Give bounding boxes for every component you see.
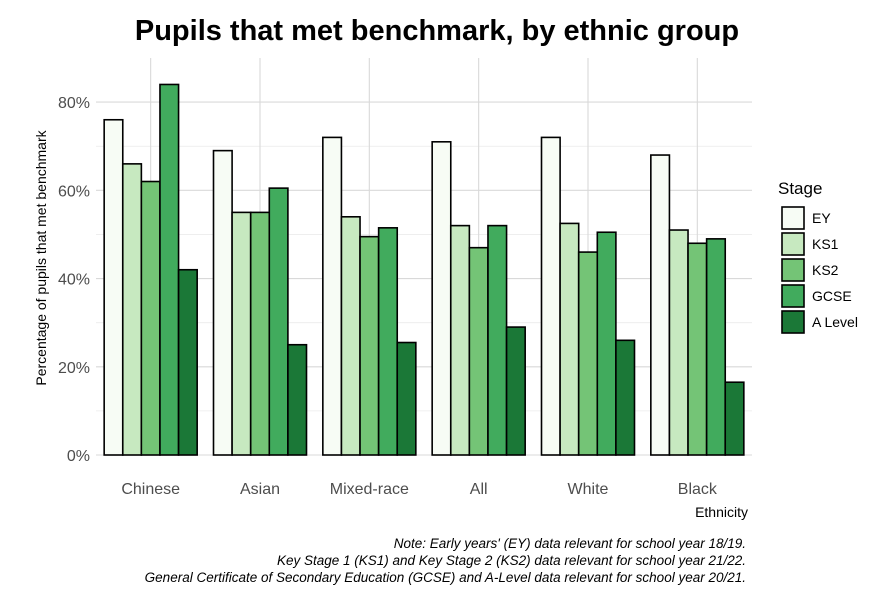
bar-black-gcse — [705, 238, 727, 456]
bar-asian-ey — [212, 149, 233, 456]
bar-asian-ks2 — [249, 211, 271, 456]
x-tick-label: White — [568, 481, 609, 498]
bar-mixed-race-ey — [322, 136, 343, 456]
bar-mixed-race-a-level — [396, 341, 417, 456]
bar-asian-gcse — [268, 187, 289, 456]
legend-key-ey — [781, 206, 805, 230]
bar-black-ks2 — [687, 242, 708, 456]
x-axis-ticks: Chinese Asian Mixed-race All White Black — [121, 481, 718, 498]
bar-chinese-a-level — [177, 268, 198, 456]
y-tick-label: 0% — [67, 448, 90, 465]
legend-label: GCSE — [812, 288, 852, 304]
bar-white-a-level — [615, 339, 636, 456]
y-tick-label: 60% — [58, 183, 90, 200]
bars — [103, 83, 745, 456]
bar-all-ks1 — [449, 224, 471, 456]
y-tick-label: 40% — [58, 272, 90, 289]
bar-all-ey — [431, 141, 452, 456]
y-tick-label: 80% — [58, 95, 90, 112]
legend-title: Stage — [778, 179, 822, 198]
x-tick-label: Black — [678, 481, 718, 498]
bar-all-a-level — [505, 326, 526, 456]
bar-white-ey — [540, 136, 561, 456]
bar-asian-ks1 — [231, 211, 252, 456]
bar-white-gcse — [596, 231, 617, 456]
bar-chinese-gcse — [159, 83, 180, 456]
x-tick-label: Chinese — [121, 481, 180, 498]
bar-asian-a-level — [287, 343, 308, 456]
note-line-3: General Certificate of Secondary Educati… — [145, 570, 746, 585]
legend-label: EY — [812, 210, 831, 226]
legend-label: A Level — [812, 314, 858, 330]
x-axis-title: Ethnicity — [695, 504, 748, 520]
bar-chinese-ks2 — [140, 180, 161, 456]
legend-key-a-level — [781, 310, 805, 334]
y-axis-title: Percentage of pupils that met benchmark — [33, 129, 49, 385]
bar-white-ks1 — [559, 222, 580, 456]
bar-mixed-race-ks1 — [340, 216, 361, 456]
bar-black-ks1 — [668, 229, 689, 456]
bar-white-ks2 — [577, 251, 599, 456]
note-line-1: Note: Early years' (EY) data relevant fo… — [394, 536, 746, 551]
bar-black-ey — [650, 154, 671, 456]
legend-key-ks2 — [781, 258, 805, 282]
legend-key-ks1 — [781, 232, 805, 256]
bar-chinese-ey — [103, 118, 124, 456]
x-tick-label: All — [470, 481, 488, 498]
legend: Stage EY KS1 KS2 GCSE A Level — [778, 179, 858, 334]
bar-mixed-race-ks2 — [359, 235, 380, 456]
y-axis-ticks: 0% 20% 40% 60% 80% — [58, 95, 90, 465]
x-tick-label: Asian — [240, 481, 280, 498]
bar-all-ks2 — [468, 246, 489, 456]
legend-label: KS1 — [812, 236, 839, 252]
bar-all-gcse — [487, 224, 508, 456]
bar-mixed-race-gcse — [377, 227, 399, 456]
bar-black-a-level — [724, 381, 745, 456]
bar-chinese-ks1 — [121, 163, 143, 456]
note-line-2: Key Stage 1 (KS1) and Key Stage 2 (KS2) … — [277, 553, 746, 568]
y-tick-label: 20% — [58, 360, 90, 377]
chart-notes: Note: Early years' (EY) data relevant fo… — [145, 536, 746, 585]
x-tick-label: Mixed-race — [330, 481, 409, 498]
legend-label: KS2 — [812, 262, 839, 278]
chart-title: Pupils that met benchmark, by ethnic gro… — [135, 15, 739, 47]
legend-key-gcse — [781, 284, 805, 308]
